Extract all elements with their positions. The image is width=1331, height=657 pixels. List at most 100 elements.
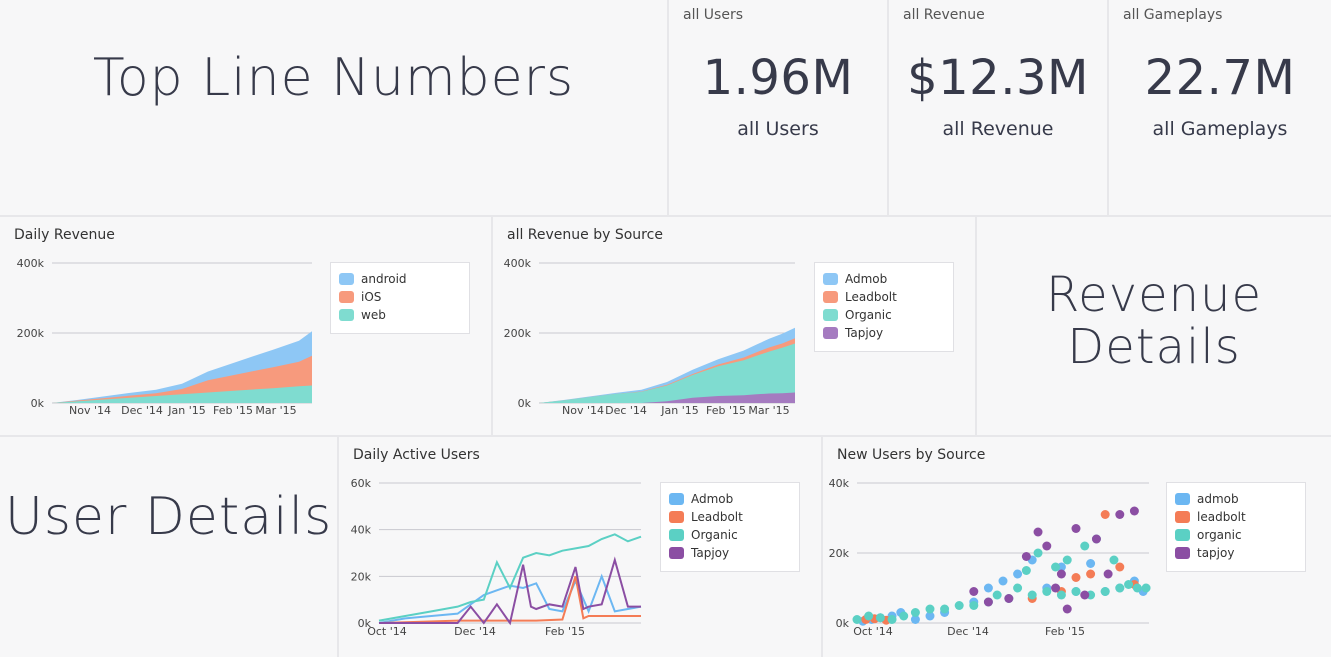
scatter-point-organic[interactable] [1115,583,1125,593]
scatter-point-organic[interactable] [1013,583,1023,593]
chart-legend: admob leadbolt organic tapjoy [1166,482,1306,572]
scatter-point-organic[interactable] [940,604,950,614]
scatter-point-organic[interactable] [954,601,964,610]
scatter-point-organic[interactable] [1062,555,1072,565]
scatter-point-tapjoy[interactable] [1042,541,1052,551]
chart-title: Daily Revenue [14,227,115,243]
scatter-point-organic[interactable] [1100,587,1110,596]
scatter-point-organic[interactable] [1141,583,1151,593]
scatter-point-admob[interactable] [983,583,993,593]
area-series-web[interactable] [52,385,312,404]
legend-item-leadbolt[interactable]: Leadbolt [823,288,945,306]
scatter-point-leadbolt[interactable] [1100,510,1110,519]
legend-item-admob[interactable]: Admob [823,270,945,288]
scatter-point-organic[interactable] [1042,587,1052,596]
x-tick-label: Mar '15 [255,404,296,417]
legend-item-organic[interactable]: Organic [669,526,791,544]
scatter-point-organic[interactable] [1027,590,1037,600]
chart-legend: android iOS web [330,262,470,334]
line-series-organic[interactable] [378,533,642,622]
legend-item-admob[interactable]: Admob [669,490,791,508]
scatter-point-tapjoy[interactable] [983,597,993,607]
scatter-point-admob[interactable] [1086,559,1096,568]
scatter-point-organic[interactable] [1056,590,1066,600]
scatter-point-organic[interactable] [1124,580,1134,589]
scatter-point-organic[interactable] [1132,583,1142,593]
legend-item-tapjoy[interactable]: tapjoy [1175,544,1297,562]
scatter-point-organic[interactable] [992,590,1002,600]
scatter-point-admob[interactable] [925,611,935,621]
scatter-point-leadbolt[interactable] [1115,562,1125,572]
scatter-point-leadbolt[interactable] [1086,569,1096,579]
line-series-leadbolt[interactable] [378,576,641,624]
scatter-point-tapjoy[interactable] [1004,594,1014,603]
scatter-point-organic[interactable] [969,601,979,610]
revenue-by-source-panel: all Revenue by Source 400k 200k 0k Nov '14 D… [493,217,975,435]
scatter-point-tapjoy[interactable] [1051,583,1061,593]
scatter-point-organic[interactable] [1109,555,1119,565]
y-tick-label: 0k [518,397,532,410]
scatter-point-tapjoy[interactable] [969,587,979,596]
y-tick-label: 400k [504,257,532,270]
scatter-point-organic[interactable] [1071,587,1081,596]
scatter-point-organic[interactable] [1021,566,1031,575]
scatter-point-tapjoy[interactable] [1115,510,1125,519]
scatter-point-organic[interactable] [899,611,909,621]
scatter-point-tapjoy[interactable] [1056,569,1066,579]
scatter-point-organic[interactable] [875,613,885,623]
daily-revenue-panel: Daily Revenue 400k 200k 0k Nov '14 Dec '14 Ja… [0,217,491,435]
legend-swatch [339,309,354,321]
scatter-point-tapjoy[interactable] [1033,527,1043,537]
legend-item-admob[interactable]: admob [1175,490,1297,508]
scatter-point-tapjoy[interactable] [1071,524,1081,533]
legend-item-android[interactable]: android [339,270,461,288]
y-tick-label: 40k [829,477,850,490]
scatter-point-tapjoy[interactable] [1129,506,1139,516]
legend-item-tapjoy[interactable]: Tapjoy [669,544,791,562]
area-series-tapjoy[interactable] [539,392,795,404]
line-series-tapjoy[interactable] [379,556,641,626]
scatter-point-tapjoy[interactable] [1062,604,1072,614]
user-details-cell: User Details [0,437,337,657]
legend-swatch [669,493,684,505]
legend-label: Organic [691,528,738,542]
scatter-point-admob[interactable] [910,615,920,624]
y-tick-label: 200k [504,327,532,340]
legend-item-ios[interactable]: iOS [339,288,461,306]
scatter-point-tapjoy[interactable] [1080,590,1090,600]
scatter-point-organic[interactable] [910,608,920,617]
kpi-value: 22.7M [1144,50,1296,106]
scatter-point-organic[interactable] [1033,548,1043,558]
kpi-tile-revenue[interactable]: all Revenue $12.3M all Revenue [889,0,1107,215]
scatter-point-organic[interactable] [852,615,862,624]
line-series-admob[interactable] [378,573,642,624]
legend-item-organic[interactable]: Organic [823,306,945,324]
scatter-point-tapjoy[interactable] [1103,569,1113,579]
x-tick-label: Mar '15 [748,404,789,417]
x-tick-label: Dec '14 [121,404,163,417]
daily-revenue-chart: 400k 200k 0k Nov '14 Dec '14 Jan '15 Feb '15 Ma… [17,257,312,417]
legend-item-leadbolt[interactable]: Leadbolt [669,508,791,526]
scatter-point-organic[interactable] [1080,541,1090,551]
scatter-point-tapjoy[interactable] [1091,534,1101,544]
scatter-point-organic[interactable] [864,611,874,621]
scatter-point-organic[interactable] [1051,562,1061,572]
legend-item-web[interactable]: web [339,306,461,324]
scatter-point-organic[interactable] [887,615,897,624]
kpi-tile-gameplays[interactable]: all Gameplays 22.7M all Gameplays [1109,0,1331,215]
scatter-point-tapjoy[interactable] [1021,552,1031,561]
legend-item-tapjoy[interactable]: Tapjoy [823,324,945,342]
kpi-tile-users[interactable]: all Users 1.96M all Users [669,0,887,215]
scatter-point-admob[interactable] [1013,569,1023,579]
legend-label: Tapjoy [845,326,884,340]
legend-item-leadbolt[interactable]: leadbolt [1175,508,1297,526]
legend-swatch [339,273,354,285]
area-series-organic[interactable] [539,343,795,404]
legend-swatch [823,291,838,303]
scatter-point-leadbolt[interactable] [1071,573,1081,582]
legend-label: iOS [361,290,382,304]
scatter-point-admob[interactable] [998,576,1008,586]
legend-item-organic[interactable]: organic [1175,526,1297,544]
scatter-point-organic[interactable] [925,604,935,614]
y-tick-label: 20k [351,570,372,583]
